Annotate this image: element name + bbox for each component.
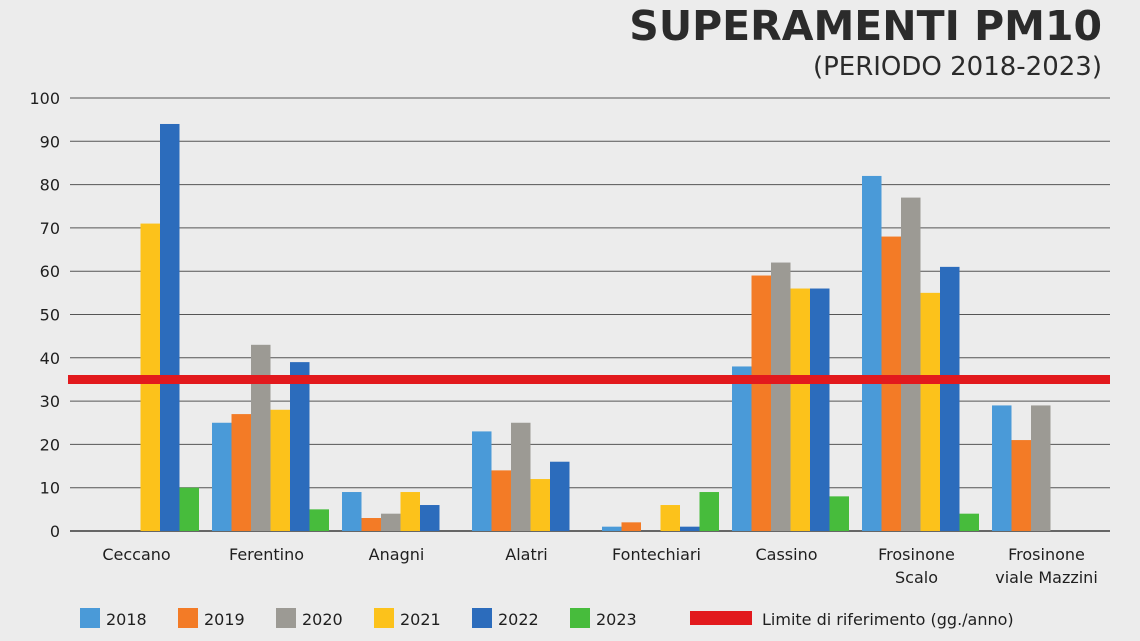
chart-subtitle: (PERIODO 2018-2023) [813,52,1102,82]
legend-swatch-2022 [472,608,492,628]
bar-2022 [420,505,440,531]
y-tick-label: 0 [50,522,60,541]
bar-2018 [732,366,752,531]
bar-2022 [940,266,960,531]
bar-2018 [862,175,882,531]
category-label: Frosinone Scalo [878,545,955,587]
y-tick-label: 80 [40,176,60,195]
legend-label-2019: 2019 [204,610,245,629]
y-tick-label: 10 [40,479,60,498]
bar-2018 [602,526,622,531]
x-axis: Ceccano Ferentino Anagni Alatri Fontechiari C… [102,545,1097,587]
bar-2023 [699,492,719,531]
bar-2022 [160,123,180,531]
bar-2023 [309,509,329,531]
legend-label-2020: 2020 [302,610,343,629]
y-tick-label: 100 [29,89,60,108]
legend-swatch-2018 [80,608,100,628]
bar-2021 [270,409,290,531]
category-label: Anagni [369,545,425,564]
legend-swatch-2023 [570,608,590,628]
bar-2023 [959,513,979,531]
bar-2020 [511,422,531,531]
legend-swatch-2019 [178,608,198,628]
bar-2021 [400,492,420,531]
category-label: Alatri [505,545,548,564]
bar-2018 [472,431,492,531]
category-label: Fontechiari [612,545,701,564]
y-tick-label: 70 [40,219,60,238]
bar-2019 [621,522,641,531]
bar-2020 [381,513,401,531]
bar-2021 [660,505,680,531]
bar-2020 [901,197,921,531]
legend-swatch-2020 [276,608,296,628]
bar-2019 [361,518,381,531]
y-tick-label: 40 [40,349,60,368]
bar-2021 [530,479,550,531]
bar-2022 [290,362,310,531]
legend-label-2022: 2022 [498,610,539,629]
y-axis: 0 10 20 30 40 50 60 70 80 90 100 [29,89,60,541]
y-tick-label: 20 [40,435,60,454]
bar-2023 [179,487,199,531]
bar-2023 [829,496,849,531]
category-label: Ferentino [229,545,304,564]
bar-2021 [790,288,810,531]
bar-2020 [1031,405,1051,531]
bar-2018 [212,422,232,531]
bar-2019 [491,470,511,531]
bar-2018 [992,405,1012,531]
bar-2022 [680,526,700,531]
legend-label-reference: Limite di riferimento (gg./anno) [762,610,1014,629]
bar-2022 [550,461,570,531]
bar-2022 [810,288,830,531]
legend-swatch-2021 [374,608,394,628]
bar-2020 [251,344,271,531]
legend-label-2018: 2018 [106,610,147,629]
bar-2019 [751,275,771,531]
y-tick-label: 50 [40,306,60,325]
bar-2019 [1011,440,1031,531]
category-label: Cassino [755,545,817,564]
category-label: Ceccano [102,545,170,564]
bar-2019 [231,414,251,531]
bar-2020 [771,262,791,531]
legend-label-2023: 2023 [596,610,637,629]
category-label: Frosinone viale Mazzini [995,545,1098,587]
bar-2021 [920,292,940,531]
legend-label-2021: 2021 [400,610,441,629]
legend: 2018 2019 2020 2021 2022 2023 Limite di riferi… [80,608,1014,629]
y-tick-label: 60 [40,262,60,281]
chart-title: SUPERAMENTI PM10 [629,2,1102,50]
y-tick-label: 90 [40,132,60,151]
y-tick-label: 30 [40,392,60,411]
legend-swatch-reference [690,611,752,625]
bar-2018 [342,492,362,531]
